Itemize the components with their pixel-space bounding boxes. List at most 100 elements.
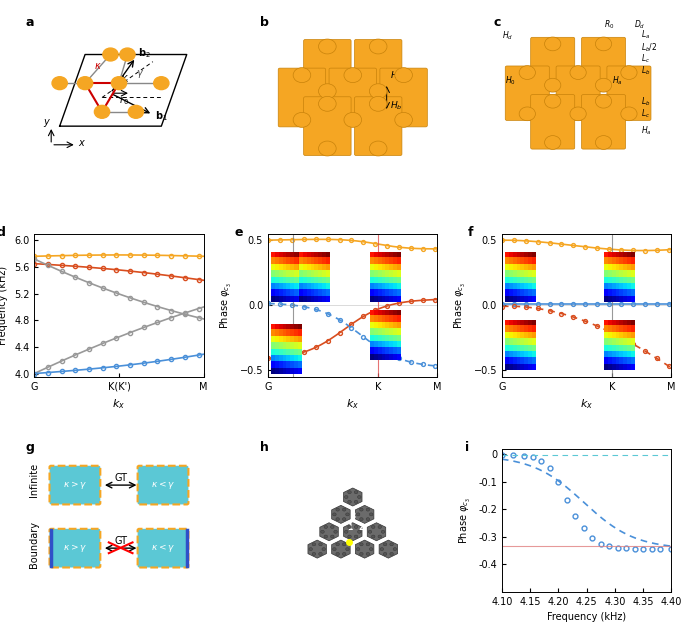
Text: $H_a$: $H_a$ <box>390 70 402 82</box>
Circle shape <box>342 518 346 521</box>
Circle shape <box>322 548 325 551</box>
Circle shape <box>120 48 135 61</box>
Circle shape <box>346 513 349 516</box>
Circle shape <box>390 553 393 556</box>
Circle shape <box>395 68 412 83</box>
Circle shape <box>519 65 536 80</box>
X-axis label: $k_x$: $k_x$ <box>346 397 360 411</box>
Circle shape <box>366 543 370 546</box>
Circle shape <box>319 141 336 156</box>
Text: $x$: $x$ <box>78 138 86 148</box>
Circle shape <box>369 530 372 533</box>
Circle shape <box>348 535 351 538</box>
Text: GT: GT <box>114 473 127 483</box>
Text: 1: 1 <box>347 523 352 532</box>
Text: h: h <box>260 441 269 454</box>
Circle shape <box>153 77 169 90</box>
X-axis label: $k_x$: $k_x$ <box>580 397 593 411</box>
Text: i: i <box>464 441 469 454</box>
Text: e: e <box>234 227 242 239</box>
Circle shape <box>369 97 387 112</box>
Circle shape <box>334 530 337 533</box>
Circle shape <box>360 553 363 556</box>
Circle shape <box>356 548 360 551</box>
Circle shape <box>336 543 340 546</box>
Y-axis label: Phase $\varphi_{c_3}$: Phase $\varphi_{c_3}$ <box>458 497 473 544</box>
Circle shape <box>354 491 358 494</box>
Circle shape <box>321 530 324 533</box>
Circle shape <box>369 83 387 98</box>
Circle shape <box>545 136 561 150</box>
Text: 2: 2 <box>359 523 364 532</box>
Text: b: b <box>260 16 269 29</box>
FancyBboxPatch shape <box>531 95 575 149</box>
Circle shape <box>369 548 373 551</box>
Text: $H_b$: $H_b$ <box>390 100 403 113</box>
Circle shape <box>128 105 144 118</box>
Circle shape <box>319 83 336 98</box>
Text: $\mathbf{b}_1$: $\mathbf{b}_1$ <box>155 109 167 123</box>
Text: $L_c$: $L_c$ <box>640 53 650 65</box>
Circle shape <box>344 68 362 83</box>
Circle shape <box>595 136 612 150</box>
Circle shape <box>336 508 340 511</box>
Circle shape <box>95 105 110 118</box>
Circle shape <box>382 530 385 533</box>
Text: d: d <box>0 227 6 239</box>
X-axis label: $k_x$: $k_x$ <box>112 397 125 411</box>
Circle shape <box>360 508 363 511</box>
FancyBboxPatch shape <box>303 39 351 98</box>
FancyBboxPatch shape <box>380 68 427 127</box>
FancyBboxPatch shape <box>138 529 188 568</box>
Circle shape <box>312 553 316 556</box>
Y-axis label: Frequency (kHz): Frequency (kHz) <box>0 265 8 345</box>
Circle shape <box>621 65 637 80</box>
Circle shape <box>545 94 561 108</box>
Circle shape <box>293 112 311 127</box>
Circle shape <box>112 77 127 90</box>
Text: $\kappa>\gamma$: $\kappa>\gamma$ <box>63 542 87 554</box>
Circle shape <box>360 518 363 521</box>
Circle shape <box>366 518 370 521</box>
Circle shape <box>354 525 358 528</box>
Circle shape <box>354 535 358 538</box>
Circle shape <box>345 495 348 498</box>
Circle shape <box>595 37 612 51</box>
Text: $H_d$: $H_d$ <box>502 30 513 42</box>
Text: $D_d$: $D_d$ <box>634 18 645 31</box>
Circle shape <box>348 500 351 503</box>
Circle shape <box>331 525 334 528</box>
FancyBboxPatch shape <box>556 66 600 120</box>
Y-axis label: Phase $\varphi_{c_3}$: Phase $\varphi_{c_3}$ <box>219 282 234 329</box>
Circle shape <box>342 508 346 511</box>
Circle shape <box>358 495 361 498</box>
Circle shape <box>393 548 397 551</box>
FancyBboxPatch shape <box>278 68 325 127</box>
Circle shape <box>309 548 312 551</box>
Text: $H_a$: $H_a$ <box>612 74 623 87</box>
Circle shape <box>369 141 387 156</box>
Circle shape <box>345 530 348 533</box>
FancyBboxPatch shape <box>49 529 100 568</box>
Text: $L_b/2$: $L_b/2$ <box>640 41 657 54</box>
Circle shape <box>366 553 370 556</box>
Circle shape <box>519 107 536 121</box>
Circle shape <box>312 543 316 546</box>
Text: a: a <box>26 16 34 29</box>
Text: $L_b$: $L_b$ <box>640 96 650 108</box>
Text: Boundary: Boundary <box>29 521 39 568</box>
FancyBboxPatch shape <box>329 68 377 127</box>
Circle shape <box>52 77 67 90</box>
Text: $\kappa<\gamma$: $\kappa<\gamma$ <box>151 542 175 554</box>
Circle shape <box>319 39 336 54</box>
Circle shape <box>348 491 351 494</box>
Text: GT: GT <box>114 536 127 546</box>
Circle shape <box>545 78 561 92</box>
Circle shape <box>342 553 346 556</box>
Circle shape <box>324 535 327 538</box>
Circle shape <box>319 553 322 556</box>
Circle shape <box>366 508 370 511</box>
Circle shape <box>331 535 334 538</box>
Y-axis label: Phase $\varphi_{c_3}$: Phase $\varphi_{c_3}$ <box>453 282 468 329</box>
Text: $L_c$: $L_c$ <box>640 107 650 120</box>
